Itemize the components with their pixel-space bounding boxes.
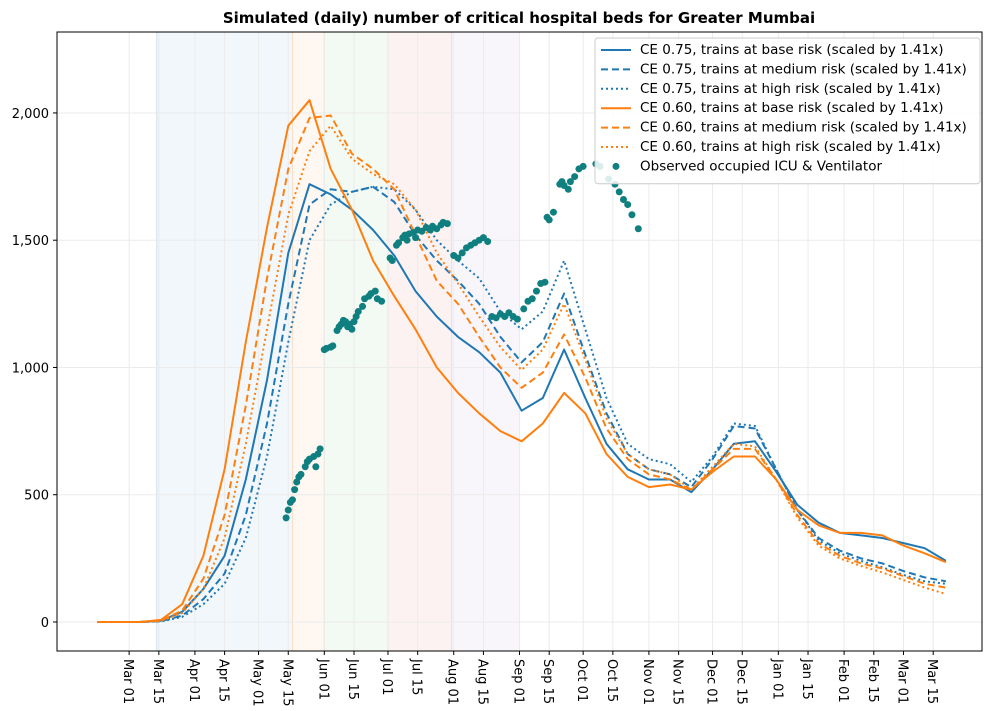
observed-point — [484, 237, 492, 245]
legend-label: CE 0.60, trains at base risk (scaled by … — [640, 100, 944, 116]
x-tick-label: Mar 15 — [150, 659, 165, 704]
legend-marker — [612, 162, 620, 170]
x-tick-label: Nov 01 — [640, 659, 655, 705]
x-tick-label: Nov 15 — [670, 659, 685, 705]
legend: CE 0.75, trains at base risk (scaled by … — [594, 37, 981, 185]
x-tick-label: Apr 01 — [186, 659, 201, 702]
x-tick-label: Jan 01 — [769, 658, 784, 700]
observed-point — [354, 307, 362, 315]
x-tick-label: Oct 15 — [604, 659, 619, 702]
phase-region — [451, 32, 520, 651]
series-line — [97, 185, 947, 623]
observed-point — [615, 188, 623, 196]
observed-point — [458, 249, 466, 257]
observed-point — [288, 496, 296, 504]
observed-point — [284, 506, 292, 514]
observed-point — [454, 254, 462, 262]
observed-point — [528, 295, 536, 303]
observed-point — [388, 257, 396, 265]
observed-point — [403, 236, 411, 244]
observed-point — [628, 211, 636, 219]
legend-label: CE 0.75, trains at high risk (scaled by … — [640, 81, 941, 97]
observed-point — [520, 305, 528, 313]
x-tick-label: Jul 01 — [379, 658, 394, 695]
plot-area — [57, 32, 982, 651]
observed-point — [549, 208, 557, 216]
x-tick-label: Jul 15 — [409, 658, 424, 695]
x-tick-label: May 01 — [250, 659, 265, 707]
observed-point — [378, 297, 386, 305]
observed-point — [532, 287, 540, 295]
legend-label: CE 0.75, trains at medium risk (scaled b… — [640, 61, 967, 77]
x-tick-label: Feb 01 — [835, 659, 850, 703]
x-tick-label: Mar 01 — [895, 659, 910, 704]
observed-point — [371, 287, 379, 295]
observed-point — [291, 486, 299, 494]
x-tick-label: Sep 15 — [540, 659, 555, 704]
observed-point — [443, 220, 451, 228]
x-tick-label: Feb 15 — [865, 659, 880, 703]
observed-point — [282, 514, 290, 522]
observed-point — [316, 445, 324, 453]
observed-point — [395, 239, 403, 247]
legend-box — [594, 37, 981, 185]
x-tick-label: Aug 01 — [445, 659, 460, 705]
x-tick-label: Dec 01 — [704, 659, 719, 705]
phase-region — [292, 32, 325, 651]
x-tick-label: Sep 01 — [511, 659, 526, 704]
x-tick-label: Jun 01 — [315, 658, 330, 700]
observed-point — [297, 470, 305, 478]
observed-point — [624, 201, 632, 209]
legend-label: CE 0.60, trains at medium risk (scaled b… — [640, 120, 967, 136]
x-tick-label: Jun 15 — [345, 658, 360, 700]
observed-point — [312, 463, 320, 471]
y-tick-label: 0 — [41, 616, 49, 631]
y-tick-label: 1,000 — [12, 361, 49, 376]
observed-point — [359, 302, 367, 310]
x-tick-label: Mar 15 — [924, 659, 939, 704]
x-tick-label: Mar 01 — [120, 659, 135, 704]
x-tick-label: Aug 15 — [474, 659, 489, 705]
observed-point — [566, 178, 574, 186]
y-tick-label: 1,500 — [12, 234, 49, 249]
series-line — [97, 99, 947, 623]
observed-point — [513, 315, 521, 323]
observed-point — [541, 278, 549, 286]
x-tick-label: Oct 01 — [574, 659, 589, 702]
x-tick-label: Jan 15 — [799, 658, 814, 700]
observed-point — [579, 162, 587, 170]
legend-label: CE 0.75, trains at base risk (scaled by … — [640, 42, 944, 58]
observed-point — [619, 195, 627, 203]
observed-point — [348, 325, 356, 333]
phase-region — [324, 32, 388, 651]
y-tick-label: 500 — [24, 489, 49, 504]
legend-label: Observed occupied ICU & Ventilator — [640, 158, 882, 174]
x-tick-label: May 15 — [279, 659, 294, 707]
observed-point — [634, 225, 642, 233]
observed-point — [329, 342, 337, 350]
x-tick-label: Dec 15 — [733, 659, 748, 705]
observed-point — [564, 185, 572, 193]
observed-point — [545, 216, 553, 224]
phase-region — [387, 32, 452, 651]
legend-label: CE 0.60, trains at high risk (scaled by … — [640, 139, 941, 155]
y-tick-label: 2,000 — [12, 107, 49, 122]
x-tick-label: Apr 15 — [216, 659, 231, 702]
chart-title: Simulated (daily) number of critical hos… — [223, 9, 815, 27]
observed-point — [571, 173, 579, 181]
series-line — [97, 114, 947, 623]
series-line — [97, 183, 947, 623]
observed-point — [412, 234, 420, 242]
